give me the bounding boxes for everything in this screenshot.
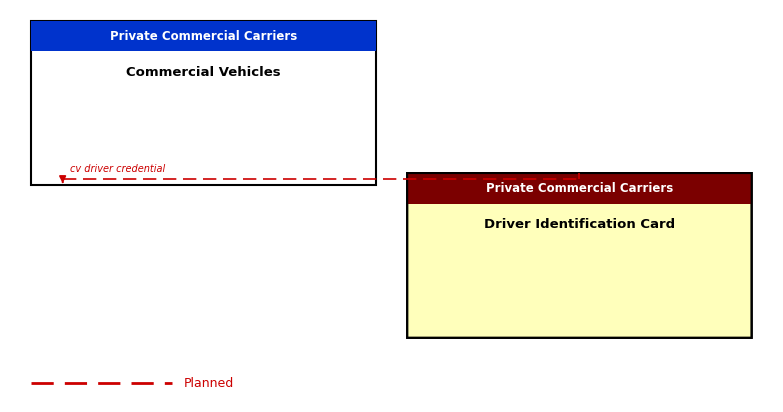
Bar bbox=[31, 21, 376, 185]
Text: cv driver credential: cv driver credential bbox=[70, 164, 166, 174]
Bar bbox=[407, 187, 752, 204]
Text: Driver Identification Card: Driver Identification Card bbox=[484, 218, 675, 231]
FancyBboxPatch shape bbox=[407, 173, 752, 204]
Bar bbox=[31, 21, 376, 52]
Text: Private Commercial Carriers: Private Commercial Carriers bbox=[485, 182, 673, 195]
Text: Commercial Vehicles: Commercial Vehicles bbox=[126, 66, 281, 79]
FancyBboxPatch shape bbox=[407, 173, 752, 338]
Text: Planned: Planned bbox=[184, 377, 234, 390]
Text: Private Commercial Carriers: Private Commercial Carriers bbox=[110, 30, 298, 42]
